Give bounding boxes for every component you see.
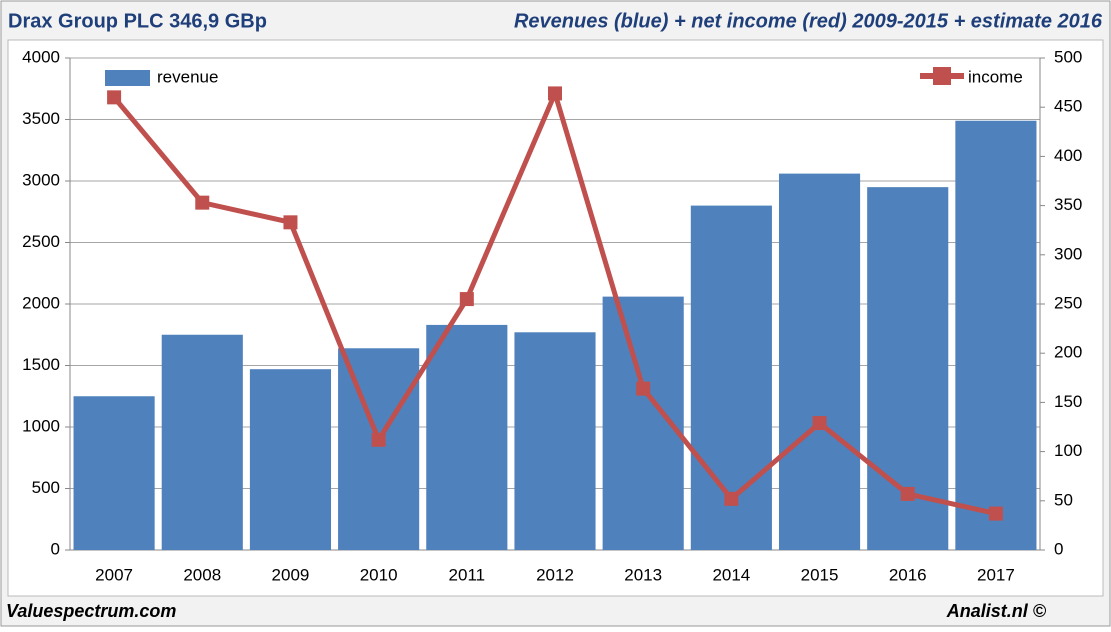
income-marker (195, 195, 210, 210)
x-tick-label: 2012 (536, 565, 574, 584)
income-marker (900, 486, 915, 501)
bar (338, 348, 420, 550)
chart-subtitle: Revenues (blue) + net income (red) 2009-… (514, 10, 1103, 32)
x-tick-label: 2014 (712, 565, 750, 584)
x-tick-label: 2008 (183, 565, 221, 584)
y-tick-label: 2500 (22, 232, 60, 251)
y-tick-label: 3000 (22, 170, 60, 189)
income-marker (636, 381, 651, 396)
income-marker (107, 90, 122, 105)
x-tick-label: 2017 (977, 565, 1015, 584)
y2-tick-label: 350 (1054, 195, 1082, 214)
y-tick-label: 2000 (22, 293, 60, 312)
y2-tick-label: 200 (1054, 343, 1082, 362)
y-tick-label: 4000 (22, 47, 60, 66)
income-marker (459, 292, 474, 307)
y2-tick-label: 300 (1054, 244, 1082, 263)
income-marker (283, 215, 298, 230)
legend-swatch (105, 70, 150, 86)
y2-tick-label: 400 (1054, 146, 1082, 165)
income-marker (988, 506, 1003, 521)
y-tick-label: 500 (32, 478, 60, 497)
bar (514, 332, 596, 550)
income-marker (724, 491, 739, 506)
bar (249, 369, 332, 550)
y2-tick-label: 150 (1054, 392, 1082, 411)
bar (778, 173, 861, 550)
y2-tick-label: 450 (1054, 97, 1082, 116)
footer-right: Analist.nl © (946, 601, 1047, 621)
legend-label: income (968, 67, 1023, 86)
y-tick-label: 1500 (22, 355, 60, 374)
y2-tick-label: 250 (1054, 293, 1082, 312)
y-tick-label: 0 (51, 539, 60, 558)
x-tick-label: 2011 (449, 565, 486, 584)
y2-tick-label: 0 (1054, 539, 1063, 558)
footer-left: Valuespectrum.com (6, 601, 176, 621)
x-tick-label: 2015 (801, 565, 839, 584)
y2-tick-label: 50 (1054, 490, 1073, 509)
y2-tick-label: 100 (1054, 441, 1082, 460)
bar (426, 324, 508, 550)
x-tick-label: 2007 (95, 565, 133, 584)
y-tick-label: 3500 (22, 109, 60, 128)
x-tick-label: 2010 (360, 565, 398, 584)
bar (955, 120, 1037, 550)
income-marker (371, 432, 386, 447)
income-marker (812, 416, 827, 431)
bar (161, 334, 243, 550)
bar (73, 396, 155, 550)
x-tick-label: 2009 (272, 565, 310, 584)
income-marker (548, 86, 562, 101)
legend-marker (933, 67, 951, 85)
chart-title: Drax Group PLC 346,9 GBp (8, 10, 267, 32)
x-tick-label: 2016 (889, 565, 927, 584)
y-tick-label: 1000 (22, 416, 60, 435)
legend-label: revenue (157, 67, 218, 86)
x-tick-label: 2013 (624, 565, 662, 584)
y2-tick-label: 500 (1054, 47, 1082, 66)
